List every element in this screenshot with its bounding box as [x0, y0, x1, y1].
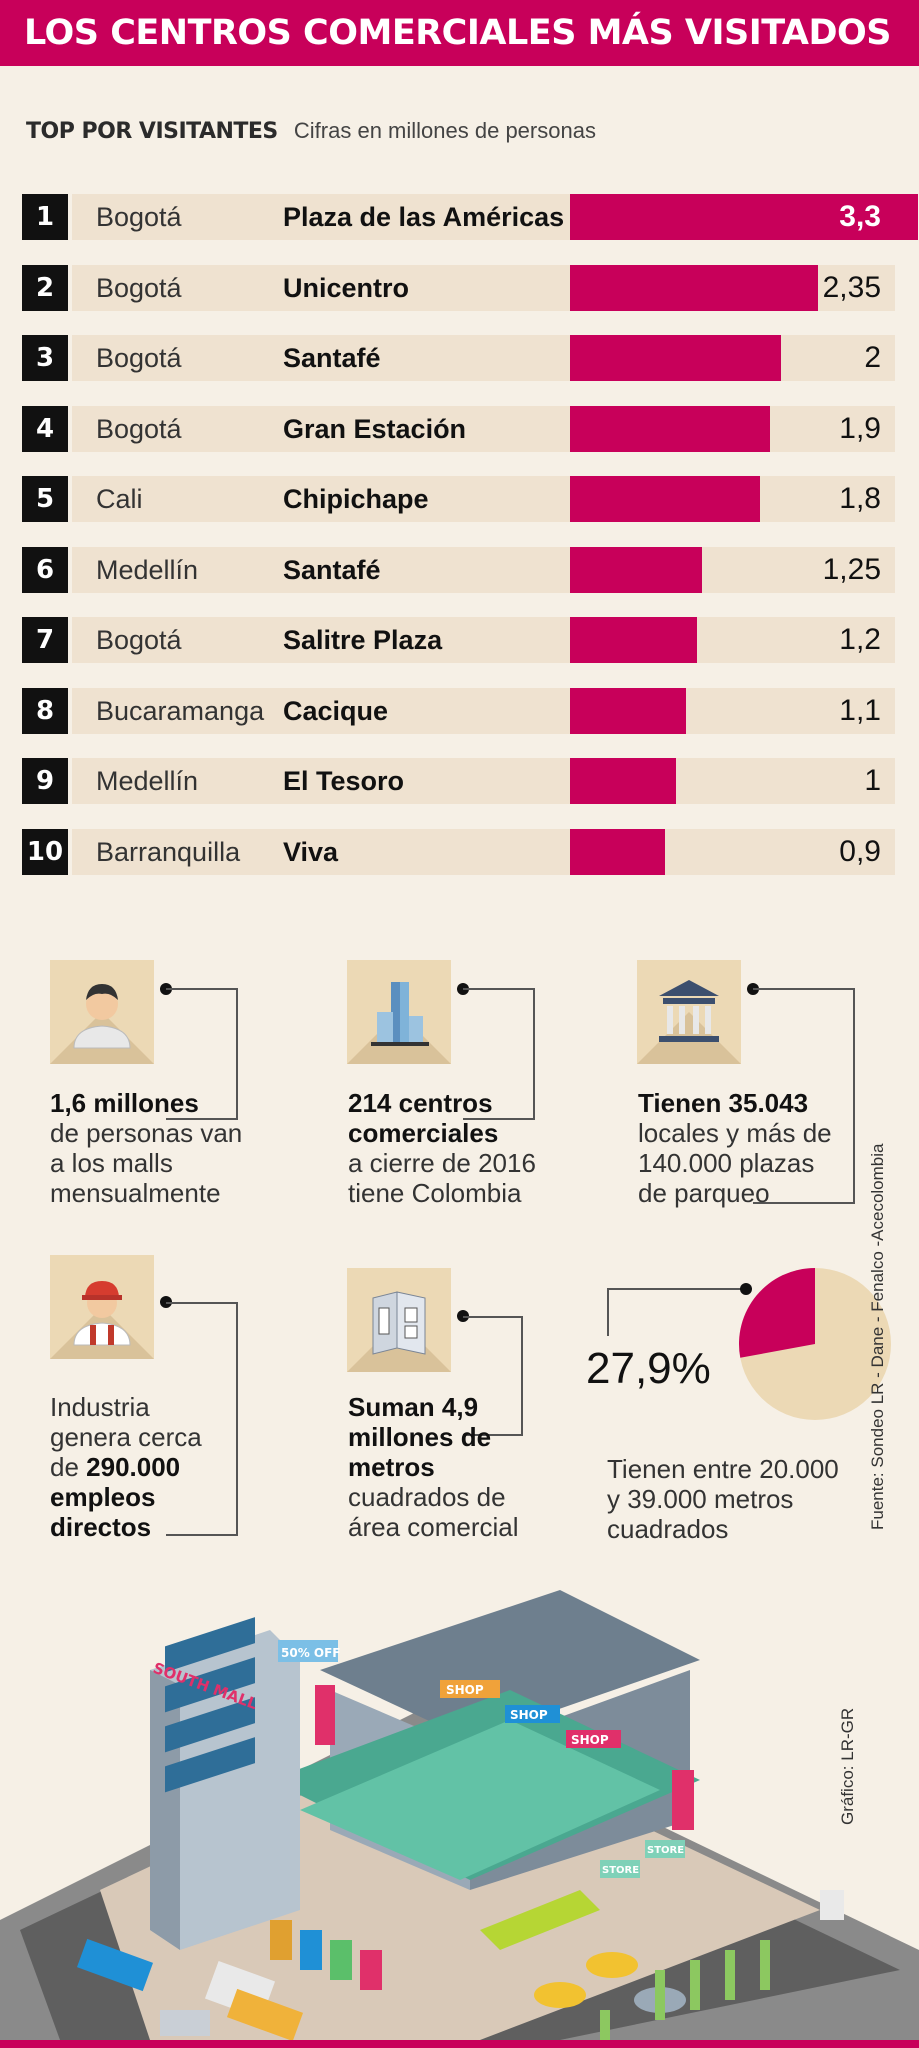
worker-icon — [50, 1255, 154, 1359]
value-label: 2 — [864, 341, 881, 374]
value-label: 1,9 — [839, 411, 881, 445]
chart-row: 8 Bucaramanga Cacique 1,1 — [22, 687, 895, 734]
chart-row: 10 Barranquilla Viva 0,9 — [22, 828, 895, 875]
rank-badge: 7 — [22, 617, 68, 663]
mall-label: Salitre Plaza — [283, 625, 443, 655]
mall-label: Plaza de las Américas — [283, 202, 565, 232]
stat-visitors: 1,6 millones de personas van a los malls… — [50, 1088, 243, 1208]
stat-size: Tienen entre 20.000 y 39.000 metros cuad… — [607, 1454, 839, 1544]
city-label: Bogotá — [96, 625, 182, 655]
mall-label: Viva — [283, 836, 339, 867]
city-label: Barranquilla — [96, 836, 241, 867]
value-label: 1 — [864, 764, 881, 797]
shop-sign-2: SHOP — [510, 1708, 548, 1722]
rank-badge: 10 — [22, 828, 68, 875]
stat-malls: 214 centros comerciales a cierre de 2016… — [348, 1088, 536, 1208]
city-label: Bogotá — [96, 413, 182, 444]
mall-label: El Tesoro — [283, 766, 405, 796]
pie-slice-highlight — [739, 1268, 815, 1358]
footer-bar — [0, 2040, 919, 2048]
chart-row: 2 Bogotá Unicentro 2,35 — [22, 264, 895, 311]
stat-area: Suman 4,9 millones de metros cuadrados d… — [348, 1392, 519, 1542]
person-icon — [50, 960, 154, 1064]
rank-badge: 3 — [22, 335, 68, 381]
shop-sign-3: SHOP — [571, 1733, 609, 1747]
city-label: Bogotá — [96, 202, 182, 232]
credit-grafico: Gráfico: LR-GR — [838, 1707, 857, 1825]
stat-employment: Industria genera cerca de 290.000 empleo… — [50, 1392, 202, 1542]
value-bar — [570, 476, 760, 522]
value-bar — [570, 264, 818, 311]
rank-badge: 5 — [22, 476, 68, 522]
value-bar — [570, 335, 781, 381]
row-background — [72, 476, 895, 522]
rank-badge: 2 — [22, 264, 68, 311]
value-label: 1,8 — [839, 482, 881, 515]
city-label: Cali — [96, 484, 143, 514]
rank-badge: 8 — [22, 687, 68, 734]
mall-label: Chipichape — [283, 484, 429, 514]
chart-row: 3 Bogotá Santafé 2 — [22, 335, 895, 381]
chart-row: 4 Bogotá Gran Estación 1,9 — [22, 405, 895, 452]
city-label: Medellín — [96, 766, 199, 796]
stat-locales: Tienen 35.043 locales y más de 140.000 p… — [638, 1088, 832, 1208]
value-bar — [570, 194, 918, 240]
mall-illustration: SOUTH MALL 50% OFF SHOP SHOP SHOP STORE … — [0, 1590, 919, 2040]
value-label: 1,25 — [822, 552, 881, 586]
value-label: 1,2 — [839, 623, 881, 656]
mall-label: Gran Estación — [283, 413, 467, 444]
pie-chart — [739, 1268, 891, 1420]
rank-badge: 1 — [22, 194, 68, 240]
city-label: Medellín — [96, 554, 199, 585]
row-background — [72, 546, 895, 593]
row-background — [72, 687, 895, 734]
value-bar — [570, 828, 665, 875]
store-sign-1: STORE — [602, 1865, 639, 1876]
value-bar — [570, 687, 686, 734]
row-background — [72, 405, 895, 452]
city-label: Bucaramanga — [96, 695, 265, 726]
buildings-icon — [347, 960, 451, 1064]
chart-row: 7 Bogotá Salitre Plaza 1,2 — [22, 617, 895, 663]
value-label: 0,9 — [839, 834, 881, 868]
store-sign-2: STORE — [647, 1845, 684, 1856]
rank-badge: 9 — [22, 758, 68, 804]
row-background — [72, 758, 895, 804]
credit-source: Fuente: Sondeo LR - Dane - Fenalco -Acec… — [868, 1143, 887, 1530]
chart-title: TOP POR VISITANTES — [26, 119, 278, 144]
bank-icon — [637, 960, 741, 1064]
chart-row: 1 Bogotá Plaza de las Américas 3,3 — [22, 194, 918, 240]
chart-row: 5 Cali Chipichape 1,8 — [22, 476, 895, 522]
mall-label: Unicentro — [283, 272, 410, 303]
value-bar — [570, 758, 676, 804]
offer-sign: 50% OFF — [281, 1646, 341, 1660]
value-label: 2,35 — [822, 270, 881, 304]
rank-badge: 4 — [22, 405, 68, 452]
mall-label: Santafé — [283, 343, 381, 373]
chart-subhead: TOP POR VISITANTES Cifras en millones de… — [26, 118, 596, 144]
mall-label: Cacique — [283, 695, 389, 726]
chart-row: 9 Medellín El Tesoro 1 — [22, 758, 895, 804]
city-label: Bogotá — [96, 272, 182, 303]
value-bar — [570, 617, 697, 663]
pie-percentage-label: 27,9% — [586, 1344, 711, 1393]
mall-label: Santafé — [283, 554, 381, 585]
value-label: 1,1 — [839, 693, 881, 727]
chart-subtitle: Cifras en millones de personas — [293, 118, 596, 143]
page-title: LOS CENTROS COMERCIALES MÁS VISITADOS — [0, 0, 919, 66]
row-background — [72, 617, 895, 663]
floorplan-icon — [347, 1268, 451, 1372]
value-label: 3,3 — [839, 200, 881, 233]
row-background — [72, 828, 895, 875]
city-label: Bogotá — [96, 343, 182, 373]
value-bar — [570, 405, 771, 452]
value-bar — [570, 546, 702, 593]
chart-row: 6 Medellín Santafé 1,25 — [22, 546, 895, 593]
shop-sign-1: SHOP — [446, 1683, 484, 1697]
rank-badge: 6 — [22, 546, 68, 593]
